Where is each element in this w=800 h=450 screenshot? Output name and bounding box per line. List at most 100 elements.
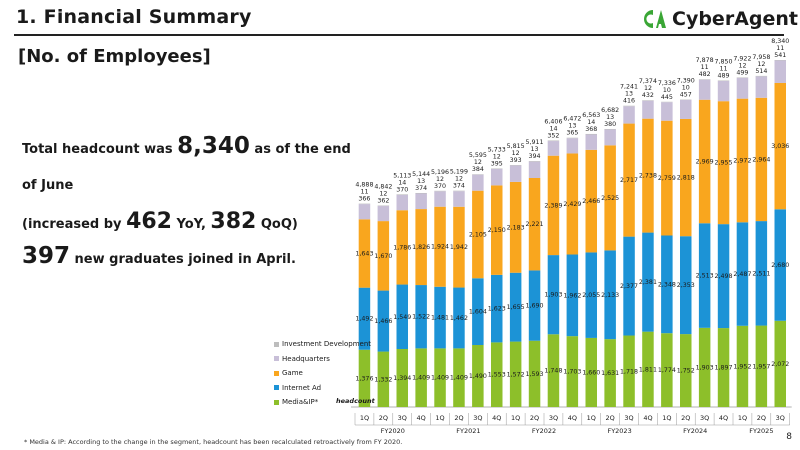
- page-title: 1. Financial Summary: [16, 6, 252, 28]
- data-label: 2,513: [696, 273, 714, 280]
- x-tick-label: 1Q: [662, 414, 671, 422]
- bar-segment: [566, 254, 579, 337]
- bar-segment: [774, 60, 786, 83]
- bar-segment: [491, 185, 503, 275]
- bar-segment: [604, 145, 616, 251]
- title-divider: [14, 34, 784, 36]
- bar-segment: [661, 120, 673, 236]
- bar-segment: [661, 102, 673, 121]
- bar-segment: [585, 337, 597, 407]
- data-label: 370: [396, 186, 408, 193]
- bar-segment: [491, 274, 503, 343]
- bar-segment: [528, 177, 541, 271]
- bar-segment: [396, 349, 408, 407]
- x-tick-label: 4Q: [719, 414, 728, 422]
- data-label: 1,409: [450, 375, 468, 382]
- data-label: 394: [529, 153, 541, 160]
- legend-swatch: [274, 370, 279, 376]
- data-label: 1,492: [355, 316, 373, 323]
- headline-line-1: Total headcount was 8,340 as of the end …: [22, 128, 352, 204]
- bar-segment: [415, 209, 427, 286]
- x-tick-label: 3Q: [776, 414, 785, 422]
- headline-text: QoQ): [256, 217, 298, 232]
- fiscal-year-label: FY2024: [683, 427, 707, 435]
- bar-segment: [604, 339, 616, 407]
- data-label: 12: [379, 191, 387, 198]
- bar-segment: [509, 181, 522, 273]
- data-label: 2,348: [658, 281, 676, 288]
- x-tick-label: 1Q: [360, 414, 369, 422]
- bar-segment: [604, 128, 616, 130]
- x-tick-label: 4Q: [568, 414, 577, 422]
- legend-item: Media&IP*: [274, 395, 371, 410]
- bar-segment: [642, 118, 654, 233]
- data-label: 1,623: [488, 306, 506, 313]
- bar-segment: [434, 191, 446, 207]
- bar-segment: [491, 342, 503, 407]
- fiscal-year-label: FY2022: [532, 427, 556, 435]
- data-label: 368: [585, 126, 597, 133]
- bar-segment: [472, 174, 484, 191]
- data-label: 1,826: [412, 244, 430, 251]
- bar-segment: [472, 278, 484, 346]
- bar-segment: [755, 221, 768, 326]
- data-label: 1,897: [715, 365, 733, 372]
- bar-segment: [680, 236, 692, 335]
- bar-segment: [623, 105, 635, 107]
- data-label: 2,377: [620, 283, 638, 290]
- legend-item: Internet Ad: [274, 381, 371, 396]
- bar-segment: [491, 168, 503, 186]
- bar-segment: [528, 270, 541, 341]
- x-tick-label: 2Q: [454, 414, 463, 422]
- headline-text: (increased by: [22, 217, 127, 232]
- bar-segment: [547, 155, 560, 256]
- x-tick-label: 2Q: [681, 414, 690, 422]
- data-label: 445: [661, 94, 673, 101]
- headline-text: new graduates joined in April.: [70, 252, 296, 267]
- headline-summary: Total headcount was 8,340 as of the end …: [22, 128, 352, 273]
- headline-text: Total headcount was: [22, 142, 178, 157]
- total-label: 5,144: [412, 171, 430, 178]
- bar-segment: [566, 153, 579, 255]
- fiscal-year-label: FY2025: [749, 427, 773, 435]
- bar-segment: [377, 351, 390, 407]
- data-label: 1,690: [526, 303, 544, 310]
- bar-segment: [585, 133, 597, 135]
- data-label: 2,818: [677, 175, 695, 182]
- data-label: 2,525: [601, 195, 619, 202]
- data-label: 352: [547, 132, 559, 139]
- data-label: 2,133: [601, 292, 619, 299]
- data-label: 1,604: [469, 309, 487, 316]
- data-label: 2,498: [715, 273, 733, 280]
- total-label: 7,878: [696, 57, 714, 64]
- bar-segment: [623, 106, 635, 124]
- total-label: 7,922: [733, 55, 751, 62]
- data-label: 1,490: [469, 373, 487, 380]
- total-label: 4,842: [374, 184, 392, 191]
- data-label: 499: [736, 69, 748, 76]
- data-label: 514: [755, 68, 767, 75]
- data-label: 395: [491, 160, 503, 167]
- data-label: 2,150: [488, 227, 506, 234]
- total-label: 5,196: [431, 169, 449, 176]
- data-label: 2,389: [544, 202, 562, 209]
- chart-legend: Investment Development Headquarters Game In…: [274, 337, 371, 410]
- data-label: 1,952: [733, 363, 751, 370]
- bar-segment: [623, 236, 635, 336]
- data-label: 11: [360, 189, 368, 196]
- bar-segment: [415, 348, 427, 407]
- data-label: 482: [699, 71, 711, 78]
- x-tick-label: 2Q: [530, 414, 539, 422]
- total-label: 5,113: [393, 172, 411, 179]
- data-label: 12: [474, 159, 482, 166]
- data-label: 1,466: [374, 318, 392, 325]
- data-label: 13: [625, 91, 633, 98]
- fiscal-year-label: FY2023: [607, 427, 631, 435]
- x-tick-label: 2Q: [379, 414, 388, 422]
- data-label: 2,487: [733, 271, 751, 278]
- x-tick-label: 3Q: [473, 414, 482, 422]
- bar-segment: [434, 286, 446, 349]
- data-label: 1,957: [752, 363, 770, 370]
- bar-segment: [680, 99, 692, 119]
- bar-segment: [528, 161, 541, 178]
